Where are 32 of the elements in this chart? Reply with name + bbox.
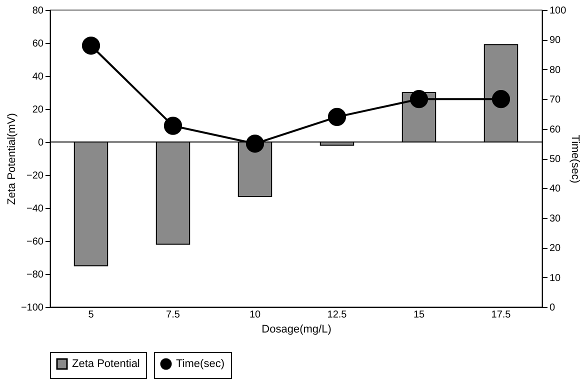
- y2-tick-label: 40: [550, 184, 562, 195]
- x-tick-label: 12.5: [327, 310, 348, 320]
- y2-tick-label: 10: [550, 272, 562, 284]
- x-tick-label: 10: [249, 310, 261, 320]
- y2-tick-label: 20: [550, 243, 562, 254]
- y-tick-label: 0: [38, 138, 44, 148]
- y-tick-label: 40: [32, 72, 44, 82]
- y2-tick-label: 50: [550, 154, 562, 165]
- y2-tick-label: 100: [550, 6, 567, 16]
- y2-tick-label: 70: [550, 94, 562, 106]
- legend-label: Time(sec): [176, 358, 224, 370]
- y-tick-label: −80: [26, 270, 44, 280]
- y-tick-label: −60: [26, 236, 44, 248]
- x-tick-label: 17.5: [491, 310, 512, 320]
- y2-tick-label: 0: [550, 302, 556, 314]
- y-axis-title: Zeta Potential(mV): [6, 113, 18, 205]
- y2-tick-label: 90: [550, 35, 562, 46]
- y-tick-label: 20: [32, 104, 44, 116]
- y-tick-label: −40: [26, 204, 44, 214]
- y2-tick-label: 60: [550, 124, 562, 136]
- y2-tick-label: 30: [550, 213, 562, 224]
- x-tick-label: 5: [88, 310, 94, 320]
- y2-axis-title: Time(sec): [569, 134, 582, 184]
- x-tick-label: 7.5: [166, 310, 180, 320]
- legend-label: Zeta Potential: [72, 358, 140, 370]
- y-tick-label: 80: [32, 6, 44, 16]
- y-tick-label: −100: [20, 302, 44, 314]
- y-tick-label: 60: [32, 38, 44, 50]
- y2-tick-label: 80: [550, 64, 562, 76]
- y-tick-label: −20: [26, 170, 44, 182]
- x-tick-label: 15: [413, 310, 425, 320]
- x-axis-title: Dosage(mg/L): [262, 324, 332, 336]
